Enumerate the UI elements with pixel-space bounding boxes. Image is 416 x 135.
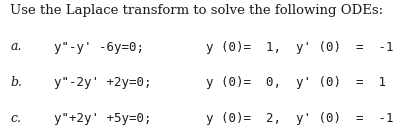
Text: a.: a.	[10, 40, 22, 53]
Text: y"+2y' +5y=0;: y"+2y' +5y=0;	[54, 112, 151, 125]
Text: y"-2y' +2y=0;: y"-2y' +2y=0;	[54, 76, 151, 89]
Text: Use the Laplace transform to solve the following ODEs:: Use the Laplace transform to solve the f…	[10, 4, 384, 17]
Text: b.: b.	[10, 76, 22, 89]
Text: y (0)=  0,  y' (0)  =  1: y (0)= 0, y' (0) = 1	[206, 76, 386, 89]
Text: y"-y' -6y=0;: y"-y' -6y=0;	[54, 40, 144, 53]
Text: y (0)=  1,  y' (0)  =  -1: y (0)= 1, y' (0) = -1	[206, 40, 394, 53]
Text: c.: c.	[10, 112, 21, 125]
Text: y (0)=  2,  y' (0)  =  -1: y (0)= 2, y' (0) = -1	[206, 112, 394, 125]
